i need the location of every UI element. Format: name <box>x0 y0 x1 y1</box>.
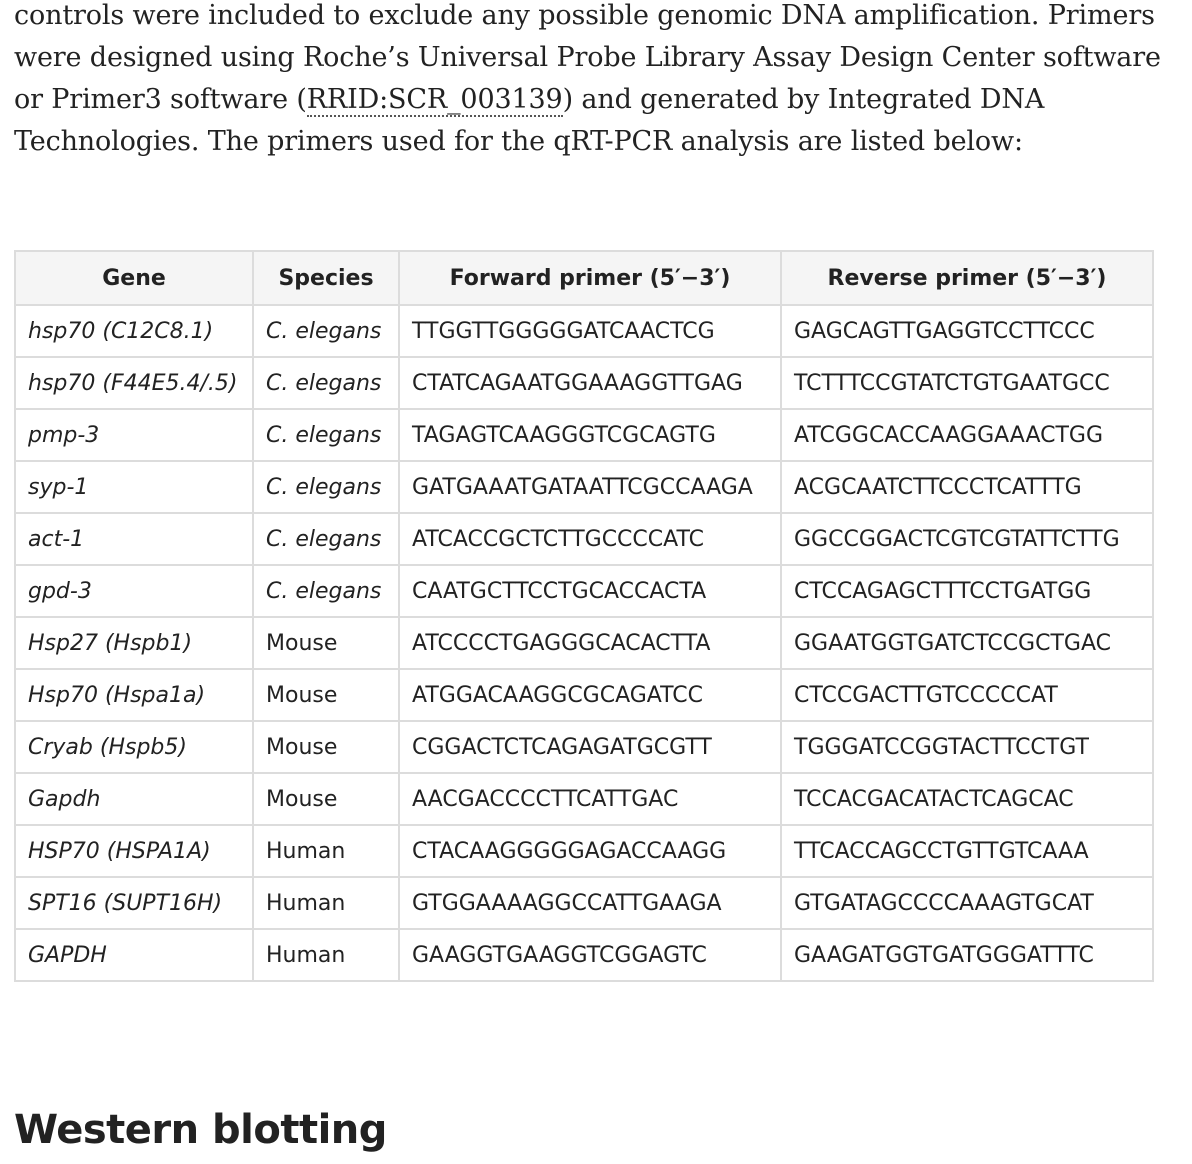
species-cell: Human <box>252 824 400 878</box>
forward-primer-cell: AACGACCCCTTCATTGAC <box>398 772 782 826</box>
forward-primer-cell: GAAGGTGAAGGTCGGAGTC <box>398 928 782 982</box>
gene-cell: pmp-3 <box>14 408 254 462</box>
species-cell: Mouse <box>252 616 400 670</box>
table-row: hsp70 (C12C8.1) C. elegans TTGGTTGGGGGATCA… <box>14 304 1154 358</box>
table-row: syp-1 C. elegans GATGAAATGATAATTCGCCAAGA AC… <box>14 460 1154 514</box>
table-row: Hsp70 (Hspa1a) Mouse ATGGACAAGGCGCAGATCC CT… <box>14 668 1154 722</box>
gene-cell: act-1 <box>14 512 254 566</box>
gene-cell: Cryab (Hspb5) <box>14 720 254 774</box>
reverse-primer-cell: ATCGGCACCAAGGAAACTGG <box>780 408 1154 462</box>
table-row: HSP70 (HSPA1A) Human CTACAAGGGGGAGACCAAGG T… <box>14 824 1154 878</box>
species-cell: Mouse <box>252 772 400 826</box>
species-cell: C. elegans <box>252 512 400 566</box>
species-cell: Human <box>252 876 400 930</box>
reverse-primer-cell: TCTTTCCGTATCTGTGAATGCC <box>780 356 1154 410</box>
gene-cell: hsp70 (C12C8.1) <box>14 304 254 358</box>
table-row: Cryab (Hspb5) Mouse CGGACTCTCAGAGATGCGTT TG… <box>14 720 1154 774</box>
paragraph-text-after-link: ) and generated by Integrated DNA Techno… <box>14 84 1045 157</box>
reverse-primer-cell: TTCACCAGCCTGTTGTCAAA <box>780 824 1154 878</box>
species-cell: C. elegans <box>252 408 400 462</box>
forward-primer-cell: TTGGTTGGGGGATCAACTCG <box>398 304 782 358</box>
reverse-primer-cell: GGCCGGACTCGTCGTATTCTTG <box>780 512 1154 566</box>
species-cell: C. elegans <box>252 356 400 410</box>
forward-primer-cell: ATCCCCTGAGGGCACACTTA <box>398 616 782 670</box>
species-cell: C. elegans <box>252 564 400 618</box>
forward-primer-cell: GATGAAATGATAATTCGCCAAGA <box>398 460 782 514</box>
forward-primer-cell: GTGGAAAAGGCCATTGAAGA <box>398 876 782 930</box>
reverse-primer-cell: GAGCAGTTGAGGTCCTTCCC <box>780 304 1154 358</box>
section-heading-western-blotting: Western blotting <box>14 1107 387 1153</box>
species-cell: Mouse <box>252 668 400 722</box>
forward-primer-cell: ATCACCGCTCTTGCCCCATC <box>398 512 782 566</box>
header-forward-primer: Forward primer (5′−3′) <box>398 250 782 306</box>
forward-primer-cell: ATGGACAAGGCGCAGATCC <box>398 668 782 722</box>
article-body: controls were included to exclude any po… <box>14 0 1174 1153</box>
reverse-primer-cell: CTCCGACTTGTCCCCCAT <box>780 668 1154 722</box>
table-row: Gapdh Mouse AACGACCCCTTCATTGAC TCCACGACATAC… <box>14 772 1154 826</box>
gene-cell: Gapdh <box>14 772 254 826</box>
reverse-primer-cell: TGGGATCCGGTACTTCCTGT <box>780 720 1154 774</box>
table-row: Hsp27 (Hspb1) Mouse ATCCCCTGAGGGCACACTTA GG… <box>14 616 1154 670</box>
species-cell: C. elegans <box>252 460 400 514</box>
gene-cell: syp-1 <box>14 460 254 514</box>
species-cell: C. elegans <box>252 304 400 358</box>
table-row: GAPDH Human GAAGGTGAAGGTCGGAGTC GAAGATGGTGA… <box>14 928 1154 982</box>
forward-primer-cell: CTACAAGGGGGAGACCAAGG <box>398 824 782 878</box>
primer-table: Gene Species Forward primer (5′−3′) Reve… <box>14 250 1154 982</box>
forward-primer-cell: CGGACTCTCAGAGATGCGTT <box>398 720 782 774</box>
primer-table-container: Gene Species Forward primer (5′−3′) Reve… <box>14 250 1154 982</box>
forward-primer-cell: TAGAGTCAAGGGTCGCAGTG <box>398 408 782 462</box>
reverse-primer-cell: GAAGATGGTGATGGGATTTC <box>780 928 1154 982</box>
reverse-primer-cell: GTGATAGCCCCAAAGTGCAT <box>780 876 1154 930</box>
reverse-primer-cell: ACGCAATCTTCCCTCATTTG <box>780 460 1154 514</box>
table-row: hsp70 (F44E5.4/.5) C. elegans CTATCAGAATGG… <box>14 356 1154 410</box>
paragraph-text-before-link: controls were included to exclude any po… <box>14 0 1161 115</box>
table-row: SPT16 (SUPT16H) Human GTGGAAAAGGCCATTGAAGA… <box>14 876 1154 930</box>
table-header-row: Gene Species Forward primer (5′−3′) Reve… <box>14 250 1154 306</box>
forward-primer-cell: CTATCAGAATGGAAAGGTTGAG <box>398 356 782 410</box>
methods-paragraph: controls were included to exclude any po… <box>14 0 1174 163</box>
primer-table-body: hsp70 (C12C8.1) C. elegans TTGGTTGGGGGATCA… <box>14 304 1154 982</box>
gene-cell: Hsp27 (Hspb1) <box>14 616 254 670</box>
table-row: act-1 C. elegans ATCACCGCTCTTGCCCCATC GGCCG… <box>14 512 1154 566</box>
reverse-primer-cell: GGAATGGTGATCTCCGCTGAC <box>780 616 1154 670</box>
gene-cell: Hsp70 (Hspa1a) <box>14 668 254 722</box>
species-cell: Mouse <box>252 720 400 774</box>
reverse-primer-cell: CTCCAGAGCTTTCCTGATGG <box>780 564 1154 618</box>
species-cell: Human <box>252 928 400 982</box>
header-species: Species <box>252 250 400 306</box>
gene-cell: gpd-3 <box>14 564 254 618</box>
header-reverse-primer: Reverse primer (5′−3′) <box>780 250 1154 306</box>
header-gene: Gene <box>14 250 254 306</box>
gene-cell: SPT16 (SUPT16H) <box>14 876 254 930</box>
rrid-link[interactable]: RRID:SCR_003139 <box>306 84 563 117</box>
reverse-primer-cell: TCCACGACATACTCAGCAC <box>780 772 1154 826</box>
table-row: gpd-3 C. elegans CAATGCTTCCTGCACCACTA CTCCA… <box>14 564 1154 618</box>
table-row: pmp-3 C. elegans TAGAGTCAAGGGTCGCAGTG ATCGG… <box>14 408 1154 462</box>
gene-cell: HSP70 (HSPA1A) <box>14 824 254 878</box>
gene-cell: GAPDH <box>14 928 254 982</box>
gene-cell: hsp70 (F44E5.4/.5) <box>14 356 254 410</box>
forward-primer-cell: CAATGCTTCCTGCACCACTA <box>398 564 782 618</box>
